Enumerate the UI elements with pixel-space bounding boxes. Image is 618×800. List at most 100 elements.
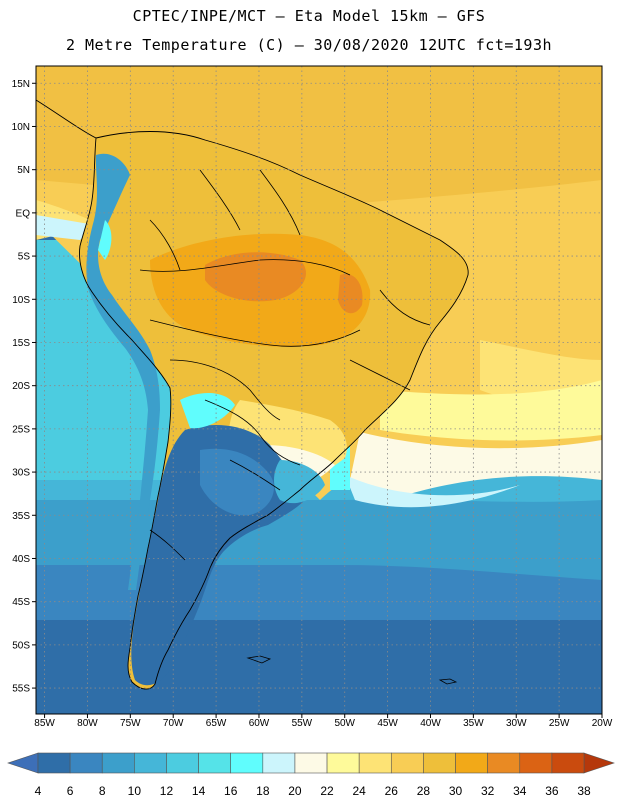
legend-label: 20 xyxy=(288,784,302,798)
longitude-tick-label: 65W xyxy=(206,718,227,728)
legend-color-box xyxy=(423,752,456,774)
legend-label: 36 xyxy=(545,784,559,798)
coastline xyxy=(79,131,469,690)
border-line xyxy=(149,529,186,561)
border-line xyxy=(149,319,361,347)
ocean-band-22 xyxy=(350,432,602,500)
legend-label: 6 xyxy=(67,784,74,798)
legend-label: 28 xyxy=(417,784,431,798)
longitude-tick-label: 80W xyxy=(77,718,98,728)
latitude-tick-label: 40S xyxy=(12,554,30,565)
longitude-tick-label: 85W xyxy=(34,718,55,728)
colombia-highlands xyxy=(98,220,112,260)
border-line xyxy=(379,289,431,326)
latitude-tick-label: 15N xyxy=(12,79,30,90)
latitude-tick-label: 35S xyxy=(12,511,30,522)
legend-color-box xyxy=(134,752,167,774)
longitude-tick-label: 20W xyxy=(592,718,613,728)
border-line xyxy=(199,169,241,231)
ocean-band-24 xyxy=(380,380,602,441)
latitude-tick-label: 25S xyxy=(12,424,30,435)
longitude-tick-label: 70W xyxy=(163,718,184,728)
legend-color-box xyxy=(101,752,135,774)
bolivia-18 xyxy=(180,393,235,429)
legend-label: 34 xyxy=(513,784,527,798)
border-line xyxy=(139,259,351,276)
longitude-tick-label: 25W xyxy=(549,718,570,728)
latitude-tick-label: 50S xyxy=(12,640,30,651)
falkland-islands xyxy=(246,655,272,664)
latitude-tick-label: 15S xyxy=(12,338,30,349)
legend-label: 24 xyxy=(352,784,366,798)
longitude-tick-label: 40W xyxy=(420,718,441,728)
border-line xyxy=(259,169,301,236)
longitude-tick-label: 60W xyxy=(249,718,270,728)
legend-label: 12 xyxy=(160,784,174,798)
legend-label: 18 xyxy=(256,784,270,798)
legend-labels: 4 6 8 10 12 14 16 18 20 22 24 26 28 30 32 34 36 38 xyxy=(35,784,591,798)
longitude-tick-label: 50W xyxy=(334,718,355,728)
longitude-tick-label: 45W xyxy=(377,718,398,728)
longitude-tick-label: 55W xyxy=(292,718,313,728)
legend-label: 14 xyxy=(192,784,206,798)
legend-color-box xyxy=(487,752,521,774)
axis-ticks xyxy=(32,82,603,718)
latitude-tick-label: 55S xyxy=(12,684,30,695)
latitude-tick-label: 5S xyxy=(18,252,31,263)
ocean-band-20 xyxy=(345,475,520,508)
border-line xyxy=(149,219,181,271)
color-scale-legend: 4 6 8 10 12 14 16 18 20 22 24 26 28 30 32 34 36 38 xyxy=(7,752,615,798)
central-america-coast xyxy=(35,99,97,139)
legend-label: 32 xyxy=(481,784,495,798)
latitude-tick-label: 45S xyxy=(12,597,30,608)
latitude-axis: 15N 10N 5N EQ 5S 10S 15S 20S 25S 30S 35S 40S 45S 50S 5… xyxy=(12,79,31,695)
tocantins-core-34 xyxy=(338,274,363,314)
legend-label: 4 xyxy=(35,784,42,798)
chaco-cool xyxy=(200,448,274,516)
legend-label: 16 xyxy=(224,784,238,798)
ocean-band-20-west xyxy=(36,215,95,240)
latitude-tick-label: EQ xyxy=(16,208,31,219)
latitude-tick-label: 30S xyxy=(12,468,30,479)
legend-color-box xyxy=(390,752,424,774)
latitude-tick-label: 20S xyxy=(12,381,30,392)
latitude-tick-label: 5N xyxy=(17,165,30,176)
country-borders xyxy=(139,169,431,561)
longitude-axis: 85W 80W 75W 70W 65W 60W 55W 50W 45W 40W 35W 30W 25W 2… xyxy=(34,718,613,728)
latitude-tick-label: 10N xyxy=(12,122,30,133)
legend-low-arrow xyxy=(7,752,39,774)
legend-color-box xyxy=(294,752,328,774)
border-line xyxy=(169,359,281,421)
legend-color-box xyxy=(166,752,199,774)
legend-color-boxes xyxy=(37,752,585,774)
border-line xyxy=(349,359,411,391)
legend-color-box xyxy=(69,752,103,774)
map-frame xyxy=(35,65,603,715)
border-line xyxy=(204,399,301,466)
legend-color-box xyxy=(37,752,71,774)
uruguay-cool xyxy=(274,460,325,504)
legend-color-box xyxy=(198,752,232,774)
map-field xyxy=(36,66,602,714)
longitude-tick-label: 30W xyxy=(506,718,527,728)
temperature-map: 15N 10N 5N EQ 5S 10S 15S 20S 25S 30S 35S 40S 45S 50S 5… xyxy=(12,65,613,728)
legend-color-box xyxy=(358,752,392,774)
longitude-tick-label: 35W xyxy=(463,718,484,728)
map-title-line-2: 2 Metre Temperature (C) – 30/08/2020 12U… xyxy=(65,36,553,54)
legend-label: 38 xyxy=(577,784,591,798)
legend-color-box xyxy=(262,752,296,774)
legend-color-box xyxy=(519,752,553,774)
legend-label: 10 xyxy=(128,784,142,798)
south-georgia-island xyxy=(438,678,458,685)
legend-label: 8 xyxy=(99,784,106,798)
longitude-tick-label: 75W xyxy=(120,718,141,728)
legend-color-box xyxy=(551,752,585,774)
map-title-line-1: CPTEC/INPE/MCT – Eta Model 15km – GFS xyxy=(132,7,486,25)
legend-label: 26 xyxy=(385,784,399,798)
legend-color-box xyxy=(326,752,360,774)
andes-cold-strip xyxy=(86,153,160,590)
legend-color-box xyxy=(455,752,488,774)
border-line xyxy=(229,459,281,491)
legend-color-box xyxy=(230,752,264,774)
legend-label: 22 xyxy=(320,784,334,798)
